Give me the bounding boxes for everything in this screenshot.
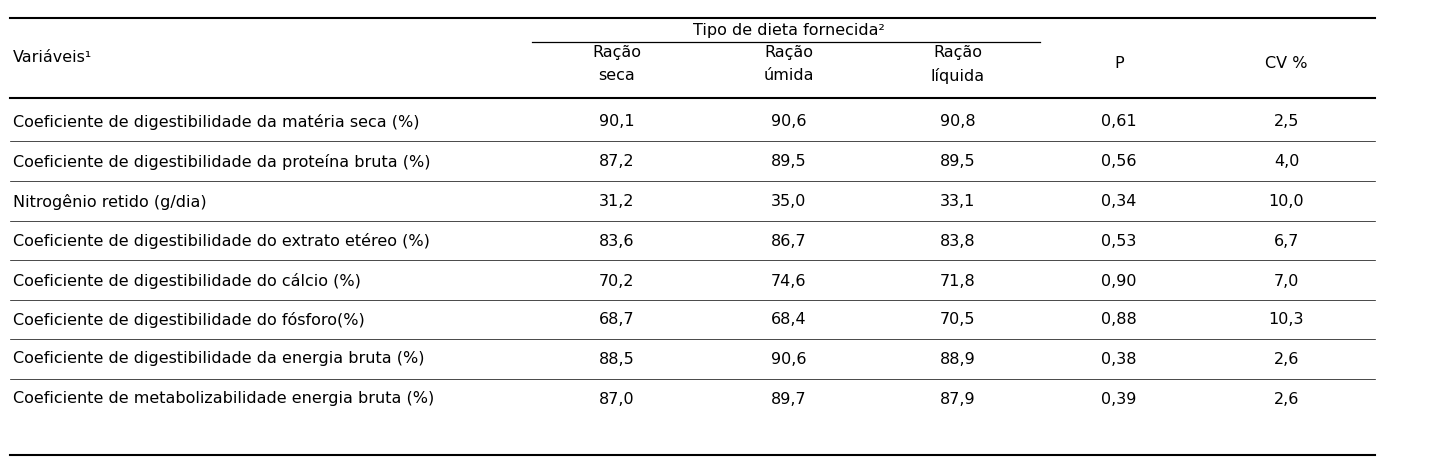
Text: 86,7: 86,7 <box>771 233 807 248</box>
Text: 87,9: 87,9 <box>941 391 976 406</box>
Text: P: P <box>1114 56 1124 71</box>
Text: Tipo de dieta fornecida²: Tipo de dieta fornecida² <box>694 22 885 37</box>
Text: 89,5: 89,5 <box>941 155 976 170</box>
Text: 4,0: 4,0 <box>1274 155 1300 170</box>
Text: Nitrogênio retido (g/dia): Nitrogênio retido (g/dia) <box>13 194 207 210</box>
Text: 83,6: 83,6 <box>599 233 635 248</box>
Text: 89,5: 89,5 <box>771 155 807 170</box>
Text: 0,53: 0,53 <box>1101 233 1137 248</box>
Text: Ração: Ração <box>593 44 642 60</box>
Text: 2,6: 2,6 <box>1274 351 1300 366</box>
Text: 0,88: 0,88 <box>1101 313 1137 328</box>
Text: 89,7: 89,7 <box>771 391 807 406</box>
Text: 0,90: 0,90 <box>1101 274 1137 288</box>
Text: Ração: Ração <box>933 44 982 60</box>
Text: 0,61: 0,61 <box>1101 115 1137 130</box>
Text: 90,8: 90,8 <box>941 115 976 130</box>
Text: úmida: úmida <box>764 69 814 83</box>
Text: líquida: líquida <box>931 68 985 84</box>
Text: 10,3: 10,3 <box>1269 313 1304 328</box>
Text: Ração: Ração <box>764 44 814 60</box>
Text: 68,7: 68,7 <box>599 313 635 328</box>
Text: Coeficiente de digestibilidade do fósforo(%): Coeficiente de digestibilidade do fósfor… <box>13 312 365 328</box>
Text: 2,5: 2,5 <box>1274 115 1300 130</box>
Text: 71,8: 71,8 <box>941 274 976 288</box>
Text: 0,56: 0,56 <box>1101 155 1137 170</box>
Text: 68,4: 68,4 <box>771 313 807 328</box>
Text: 0,38: 0,38 <box>1101 351 1137 366</box>
Text: 70,5: 70,5 <box>941 313 975 328</box>
Text: 90,1: 90,1 <box>599 115 635 130</box>
Text: 70,2: 70,2 <box>599 274 635 288</box>
Text: 88,5: 88,5 <box>599 351 635 366</box>
Text: 74,6: 74,6 <box>771 274 807 288</box>
Text: Variáveis¹: Variáveis¹ <box>13 50 92 66</box>
Text: 7,0: 7,0 <box>1274 274 1300 288</box>
Text: Coeficiente de digestibilidade do extrato etéreo (%): Coeficiente de digestibilidade do extrat… <box>13 233 429 249</box>
Text: 2,6: 2,6 <box>1274 391 1300 406</box>
Text: 35,0: 35,0 <box>771 194 807 210</box>
Text: 88,9: 88,9 <box>941 351 976 366</box>
Text: 87,0: 87,0 <box>599 391 635 406</box>
Text: 31,2: 31,2 <box>599 194 635 210</box>
Text: Coeficiente de digestibilidade da matéria seca (%): Coeficiente de digestibilidade da matéri… <box>13 114 419 130</box>
Text: 90,6: 90,6 <box>771 351 807 366</box>
Text: Coeficiente de digestibilidade da energia bruta (%): Coeficiente de digestibilidade da energi… <box>13 351 425 366</box>
Text: 90,6: 90,6 <box>771 115 807 130</box>
Text: Coeficiente de digestibilidade do cálcio (%): Coeficiente de digestibilidade do cálcio… <box>13 273 360 289</box>
Text: 0,34: 0,34 <box>1101 194 1137 210</box>
Text: 87,2: 87,2 <box>599 155 635 170</box>
Text: Coeficiente de metabolizabilidade energia bruta (%): Coeficiente de metabolizabilidade energi… <box>13 391 434 406</box>
Text: 0,39: 0,39 <box>1101 391 1137 406</box>
Text: 6,7: 6,7 <box>1274 233 1300 248</box>
Text: 10,0: 10,0 <box>1268 194 1304 210</box>
Text: CV %: CV % <box>1265 56 1308 71</box>
Text: Coeficiente de digestibilidade da proteína bruta (%): Coeficiente de digestibilidade da proteí… <box>13 154 431 170</box>
Text: 33,1: 33,1 <box>941 194 975 210</box>
Text: seca: seca <box>599 69 635 83</box>
Text: 83,8: 83,8 <box>941 233 976 248</box>
